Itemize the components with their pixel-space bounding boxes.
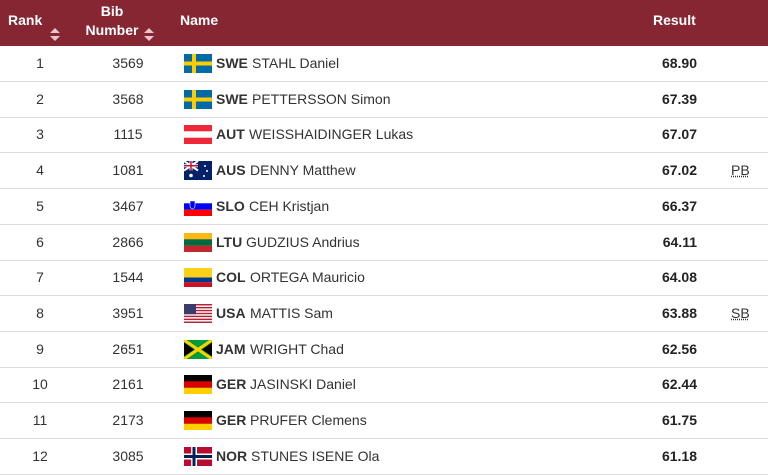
result-row: 4 1081 AUS DENNY Matthew 67.02 PB [0, 153, 768, 190]
athlete-name: WRIGHT Chad [250, 340, 344, 357]
athlete-name: WEISSHAIDINGER Lukas [249, 126, 414, 143]
flag [184, 446, 212, 466]
result: 68.90 [661, 55, 697, 71]
name-header: Name [180, 12, 219, 28]
result-row: 5 3467 SLO CEH Kristjan 66.37 [0, 189, 768, 225]
flag [184, 303, 212, 323]
country-code: JAM [216, 340, 246, 357]
athlete-name: ORTEGA Mauricio [250, 269, 365, 286]
result: 64.08 [661, 269, 697, 286]
result: 61.75 [661, 412, 697, 428]
athlete-name: GUDZIUS Andrius [246, 233, 360, 250]
bib-number: 2161 [112, 376, 144, 393]
flag [184, 411, 212, 430]
rank: 7 [36, 269, 44, 286]
athlete-name: STAHL Daniel [252, 55, 340, 71]
result-row: 3 1115 AUT WEISSHAIDINGER Lukas 67.07 [0, 117, 768, 154]
sort-icon[interactable] [144, 28, 154, 42]
country-code: SWE [216, 90, 248, 107]
bib-number: 3569 [112, 55, 144, 71]
record-note: PB [731, 162, 750, 179]
country-code: SWE [216, 55, 248, 71]
athlete-name: MATTIS Sam [250, 304, 333, 321]
result-row: 9 2651 JAM WRIGHT Chad 62.56 [0, 332, 768, 368]
athlete-name: CEH Kristjan [249, 197, 330, 214]
result: 67.02 [661, 162, 697, 179]
result-row: 10 2161 GER JASINSKI Daniel 62.44 [0, 367, 768, 404]
athlete-name: JASINSKI Daniel [250, 376, 356, 393]
athlete-name: DENNY Matthew [250, 162, 356, 179]
bib-number: 3951 [112, 304, 144, 321]
flag [184, 196, 212, 216]
flag [184, 89, 212, 109]
bib-number: 2651 [112, 340, 144, 357]
athlete-name: PRUFER Clemens [250, 412, 367, 428]
bib-number: 1115 [113, 126, 143, 143]
rank-header[interactable]: Rank [8, 12, 43, 28]
country-code: GER [216, 412, 247, 428]
bib-number: 3568 [112, 90, 144, 107]
flag [184, 268, 212, 288]
country-code: SLO [216, 197, 245, 214]
rank: 9 [36, 340, 44, 357]
record-note: SB [731, 304, 750, 321]
athlete-name: PETTERSSON Simon [252, 90, 391, 107]
flag [184, 161, 212, 181]
country-code: NOR [216, 447, 248, 464]
athlete-name: STUNES ISENE Ola [251, 447, 380, 464]
bib-number: 1544 [112, 269, 144, 286]
result: 62.44 [661, 376, 697, 393]
result: 66.37 [661, 197, 697, 214]
result: 61.18 [661, 447, 697, 464]
sort-icon[interactable] [50, 28, 60, 42]
result: 63.88 [661, 304, 697, 321]
rank: 3 [36, 126, 44, 143]
rank: 4 [36, 162, 44, 179]
rank: 12 [32, 447, 48, 464]
country-code: AUS [216, 162, 246, 179]
country-code: USA [216, 304, 246, 321]
country-code: LTU [216, 233, 243, 250]
flag [184, 232, 212, 252]
bib-number: 2866 [112, 233, 144, 250]
bib-header[interactable]: Bib Number [85, 3, 139, 38]
result-row: 6 2866 LTU GUDZIUS Andrius 64.11 [0, 225, 768, 261]
result: 62.56 [661, 340, 697, 357]
result-row: 7 1544 COL ORTEGA Mauricio 64.08 [0, 260, 768, 297]
result: 64.11 [662, 233, 697, 250]
country-code: GER [216, 376, 247, 393]
rank: 11 [32, 412, 48, 428]
rank: 5 [36, 197, 44, 214]
result-row: 1 3569 SWE STAHL Daniel 68.90 [0, 46, 768, 82]
flag [184, 125, 212, 145]
result: 67.07 [661, 126, 697, 143]
rank: 1 [36, 55, 44, 71]
rank: 6 [36, 233, 44, 250]
flag [184, 339, 212, 359]
bib-number: 3467 [112, 197, 144, 214]
result-row: 12 3085 NOR STUNES ISENE Ola 61.18 [0, 439, 768, 475]
result-row: 2 3568 SWE PETTERSSON Simon 67.39 [0, 82, 768, 118]
result-row: 11 2173 GER PRUFER Clemens 61.75 [0, 403, 768, 439]
flag [184, 54, 212, 73]
bib-number: 1081 [112, 162, 144, 179]
bib-number: 3085 [112, 447, 144, 464]
rank: 10 [32, 376, 48, 393]
bib-number: 2173 [112, 412, 144, 428]
flag [184, 375, 212, 395]
result: 67.39 [661, 90, 697, 107]
result-header: Result [653, 12, 696, 28]
rank: 2 [36, 90, 44, 107]
country-code: COL [216, 269, 246, 286]
rank: 8 [36, 304, 44, 321]
result-row: 8 3951 USA MATTIS Sam 63.88 SB [0, 296, 768, 332]
country-code: AUT [216, 126, 245, 143]
table-header: Rank Bib Number Name Result [0, 0, 768, 46]
